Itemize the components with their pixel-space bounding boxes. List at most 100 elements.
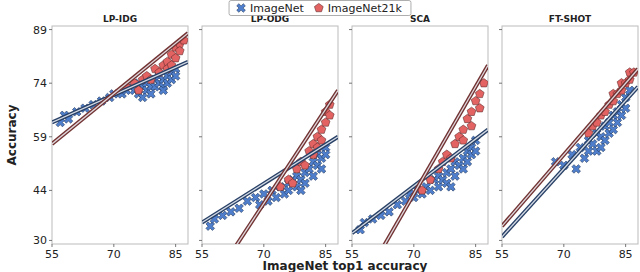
point	[175, 46, 184, 54]
x-tick-label: 70	[557, 248, 571, 261]
y-tick	[49, 240, 52, 241]
x-tick	[475, 244, 476, 247]
legend: ImageNet ImageNet21k	[229, 1, 411, 16]
x-tick	[502, 244, 503, 247]
point	[580, 154, 589, 163]
x-tick	[563, 244, 564, 247]
legend-label: ImageNet21k	[328, 2, 403, 15]
x-tick-label: 55	[495, 248, 509, 261]
point	[321, 150, 330, 159]
plot-frame	[202, 26, 338, 244]
x-tick-label: 70	[407, 248, 421, 261]
point	[317, 165, 326, 174]
point	[434, 183, 443, 192]
plot-frame	[352, 26, 488, 244]
x-tick	[52, 244, 53, 247]
y-tick	[349, 136, 352, 137]
point	[317, 136, 326, 144]
point	[459, 136, 468, 144]
y-tick	[199, 136, 202, 137]
x-tick	[113, 244, 114, 247]
y-tick	[349, 240, 352, 241]
point	[301, 179, 310, 188]
fit-line-outline	[502, 69, 638, 226]
point	[447, 183, 456, 192]
y-tick-label: 89	[33, 24, 47, 37]
legend-marker	[237, 4, 246, 13]
x-tick	[202, 244, 203, 247]
point	[325, 111, 334, 119]
fit-line	[352, 65, 488, 244]
fit-line	[202, 137, 338, 223]
point	[467, 121, 476, 129]
legend-box	[229, 1, 411, 16]
point	[227, 208, 236, 217]
y-tick-label: 44	[33, 184, 47, 197]
y-tick	[349, 29, 352, 30]
point	[617, 111, 626, 120]
data-area	[52, 33, 188, 144]
fit-line-outline	[202, 90, 338, 244]
point	[467, 107, 476, 115]
x-tick	[263, 244, 264, 247]
point	[426, 186, 435, 195]
panel: 55 70 85 FT-SHOT	[495, 14, 638, 261]
point	[609, 125, 618, 134]
x-tick-label: 55	[195, 248, 209, 261]
point	[475, 89, 484, 97]
fit-line	[202, 90, 338, 244]
x-tick-label: 85	[169, 248, 183, 261]
panel: 3044597489557085LP-IDG	[33, 14, 188, 261]
x-tick	[325, 244, 326, 247]
fit-line-outline	[202, 137, 338, 223]
legend-marker	[314, 3, 323, 11]
point	[572, 165, 581, 174]
point	[597, 143, 606, 152]
fit-line	[502, 87, 638, 237]
y-tick	[49, 136, 52, 137]
x-tick	[352, 244, 353, 247]
y-tick-label: 59	[33, 131, 47, 144]
y-tick-label: 74	[33, 77, 47, 90]
panel-title: FT-SHOT	[549, 14, 592, 24]
data-area	[202, 90, 338, 244]
point	[459, 165, 468, 174]
y-tick	[199, 240, 202, 241]
x-tick-label: 70	[107, 248, 121, 261]
x-tick-label: 85	[469, 248, 483, 261]
y-tick	[49, 190, 52, 191]
x-tick-label: 55	[45, 248, 59, 261]
point	[159, 86, 168, 95]
fit-line	[502, 69, 638, 226]
y-tick	[499, 240, 502, 241]
point	[471, 147, 480, 156]
point	[272, 193, 281, 202]
plot-frame	[52, 26, 188, 244]
plot-frame	[502, 26, 638, 244]
fit-line-outline	[52, 62, 188, 123]
fit-line	[52, 62, 188, 123]
x-tick	[413, 244, 414, 247]
point	[235, 204, 244, 213]
y-tick	[499, 29, 502, 30]
y-tick	[349, 190, 352, 191]
y-tick	[499, 136, 502, 137]
legend-label: ImageNet	[250, 2, 304, 15]
point	[171, 72, 180, 81]
point	[451, 172, 460, 181]
fit-line-outline	[52, 33, 188, 144]
y-tick	[499, 190, 502, 191]
fit-line-outline	[352, 65, 488, 244]
point	[309, 172, 318, 181]
point	[601, 136, 610, 145]
point	[613, 118, 622, 127]
x-tick	[625, 244, 626, 247]
data-area	[352, 65, 488, 244]
y-tick	[49, 83, 52, 84]
fit-line-outline	[502, 87, 638, 237]
x-tick-label: 85	[619, 248, 633, 261]
panel: 557085SCA	[345, 14, 488, 272]
point	[251, 193, 260, 202]
x-tick	[175, 244, 176, 247]
y-tick	[49, 29, 52, 30]
